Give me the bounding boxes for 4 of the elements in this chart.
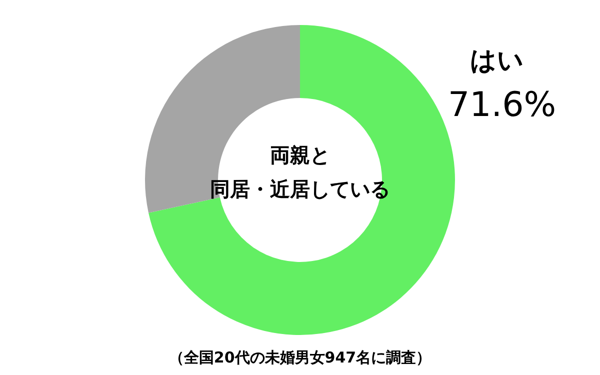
data-label: 71.6% [448, 85, 556, 125]
text: （全国20代の未婚男女947名に調査） [168, 348, 432, 366]
slice-label: はい [470, 46, 524, 76]
text: 両親と [270, 143, 330, 167]
